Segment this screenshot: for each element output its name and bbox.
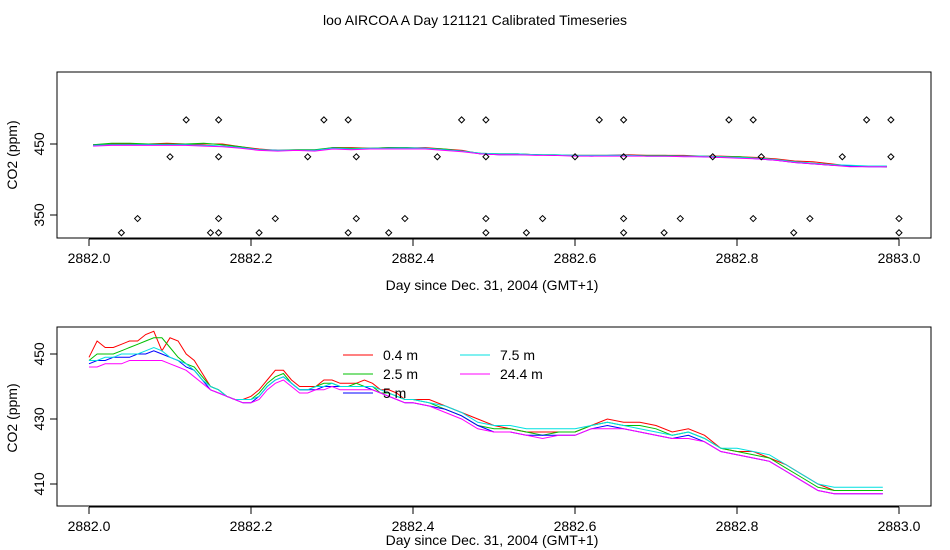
data-marker xyxy=(206,229,215,237)
data-marker xyxy=(571,153,579,161)
marker-group xyxy=(117,116,903,237)
data-marker xyxy=(838,153,847,161)
legend-label: 24.4 m xyxy=(500,366,543,382)
y-tick-label: 430 xyxy=(31,407,47,431)
data-marker xyxy=(271,214,280,223)
data-marker xyxy=(887,116,895,124)
data-marker xyxy=(214,116,223,124)
data-marker xyxy=(595,116,604,124)
series-group xyxy=(93,142,887,168)
x-tick-label: 2882.2 xyxy=(230,250,273,266)
data-marker xyxy=(433,153,442,161)
series-line xyxy=(93,144,887,168)
data-marker xyxy=(182,116,190,124)
data-marker xyxy=(344,116,352,124)
data-marker xyxy=(482,229,490,237)
data-marker xyxy=(214,153,223,161)
data-marker xyxy=(676,214,685,223)
data-marker xyxy=(749,116,757,124)
data-marker xyxy=(749,214,757,223)
y-axis: 350 450 xyxy=(31,101,58,227)
y-tick-label: 450 xyxy=(31,132,47,156)
data-marker xyxy=(708,153,717,161)
data-marker xyxy=(660,229,668,237)
data-marker xyxy=(862,116,871,124)
data-marker xyxy=(255,229,263,237)
data-marker xyxy=(352,153,361,161)
legend: 0.4 m 2.5 m 5 m 7.5 m 24.4 m xyxy=(343,347,543,401)
x-axis-label: Day since Dec. 31, 2004 (GMT+1) xyxy=(386,532,599,548)
data-marker xyxy=(117,229,126,237)
legend-label: 5 m xyxy=(383,385,406,401)
data-marker xyxy=(789,229,798,237)
data-marker xyxy=(522,229,531,237)
data-marker xyxy=(538,214,547,223)
x-tick-label: 2882.8 xyxy=(716,518,759,534)
x-axis: 2882.0 2882.2 2882.4 2882.6 2882.8 2883.0 xyxy=(68,238,921,266)
x-tick-label: 2883.0 xyxy=(878,518,921,534)
data-marker xyxy=(352,214,361,223)
data-marker xyxy=(214,229,223,237)
y-axis-label: CO2 (ppm) xyxy=(4,120,20,189)
data-marker xyxy=(482,153,490,161)
y-axis: 410 430 450 xyxy=(31,342,58,496)
x-tick-label: 2882.2 xyxy=(230,518,273,534)
data-marker xyxy=(895,214,903,223)
data-marker xyxy=(619,214,628,223)
data-marker xyxy=(619,116,628,124)
series-line xyxy=(93,144,887,167)
series-line xyxy=(89,346,883,488)
data-marker xyxy=(895,229,903,237)
figure-title: loo AIRCOA A Day 121121 Calibrated Times… xyxy=(323,12,627,28)
x-tick-label: 2882.0 xyxy=(68,250,111,266)
data-marker xyxy=(482,214,490,223)
x-axis-label: Day since Dec. 31, 2004 (GMT+1) xyxy=(386,277,599,293)
y-tick-label: 410 xyxy=(31,472,47,496)
x-tick-label: 2882.8 xyxy=(716,250,759,266)
x-tick-label: 2883.0 xyxy=(878,250,921,266)
y-axis-label: CO2 (ppm) xyxy=(4,383,20,452)
plot-frame xyxy=(56,71,932,239)
data-marker xyxy=(887,153,895,161)
data-marker xyxy=(133,214,142,223)
x-tick-label: 2882.4 xyxy=(392,518,435,534)
x-axis: 2882.0 2882.2 2882.4 2882.6 2882.8 2883.0 xyxy=(68,506,921,534)
data-marker xyxy=(320,116,328,124)
data-marker xyxy=(457,116,466,124)
data-marker xyxy=(725,116,733,124)
y-tick-label: 450 xyxy=(31,342,47,366)
series-line xyxy=(88,350,883,495)
data-marker xyxy=(344,229,352,237)
data-marker xyxy=(401,214,409,223)
x-tick-label: 2882.6 xyxy=(554,250,597,266)
chart-bottom: 410 430 450 2882.0 2882.2 2882.4 2882.6 2882.8… xyxy=(4,326,932,548)
legend-label: 2.5 m xyxy=(383,366,418,382)
y-tick-label: 350 xyxy=(31,203,47,227)
data-marker xyxy=(806,214,814,223)
data-marker xyxy=(619,153,628,161)
series-line xyxy=(89,360,883,495)
legend-label: 0.4 m xyxy=(383,347,418,363)
data-marker xyxy=(214,214,223,223)
data-marker xyxy=(482,116,490,124)
series-group xyxy=(88,330,883,495)
x-tick-label: 2882.4 xyxy=(392,250,435,266)
series-line xyxy=(88,330,883,491)
data-marker xyxy=(166,153,174,161)
data-marker xyxy=(384,229,393,237)
data-marker xyxy=(619,229,628,237)
series-line xyxy=(93,144,887,168)
data-marker xyxy=(757,153,766,161)
legend-label: 7.5 m xyxy=(500,347,535,363)
data-marker xyxy=(303,153,312,161)
x-tick-label: 2882.6 xyxy=(554,518,597,534)
x-tick-label: 2882.0 xyxy=(68,518,111,534)
series-line xyxy=(88,337,883,491)
